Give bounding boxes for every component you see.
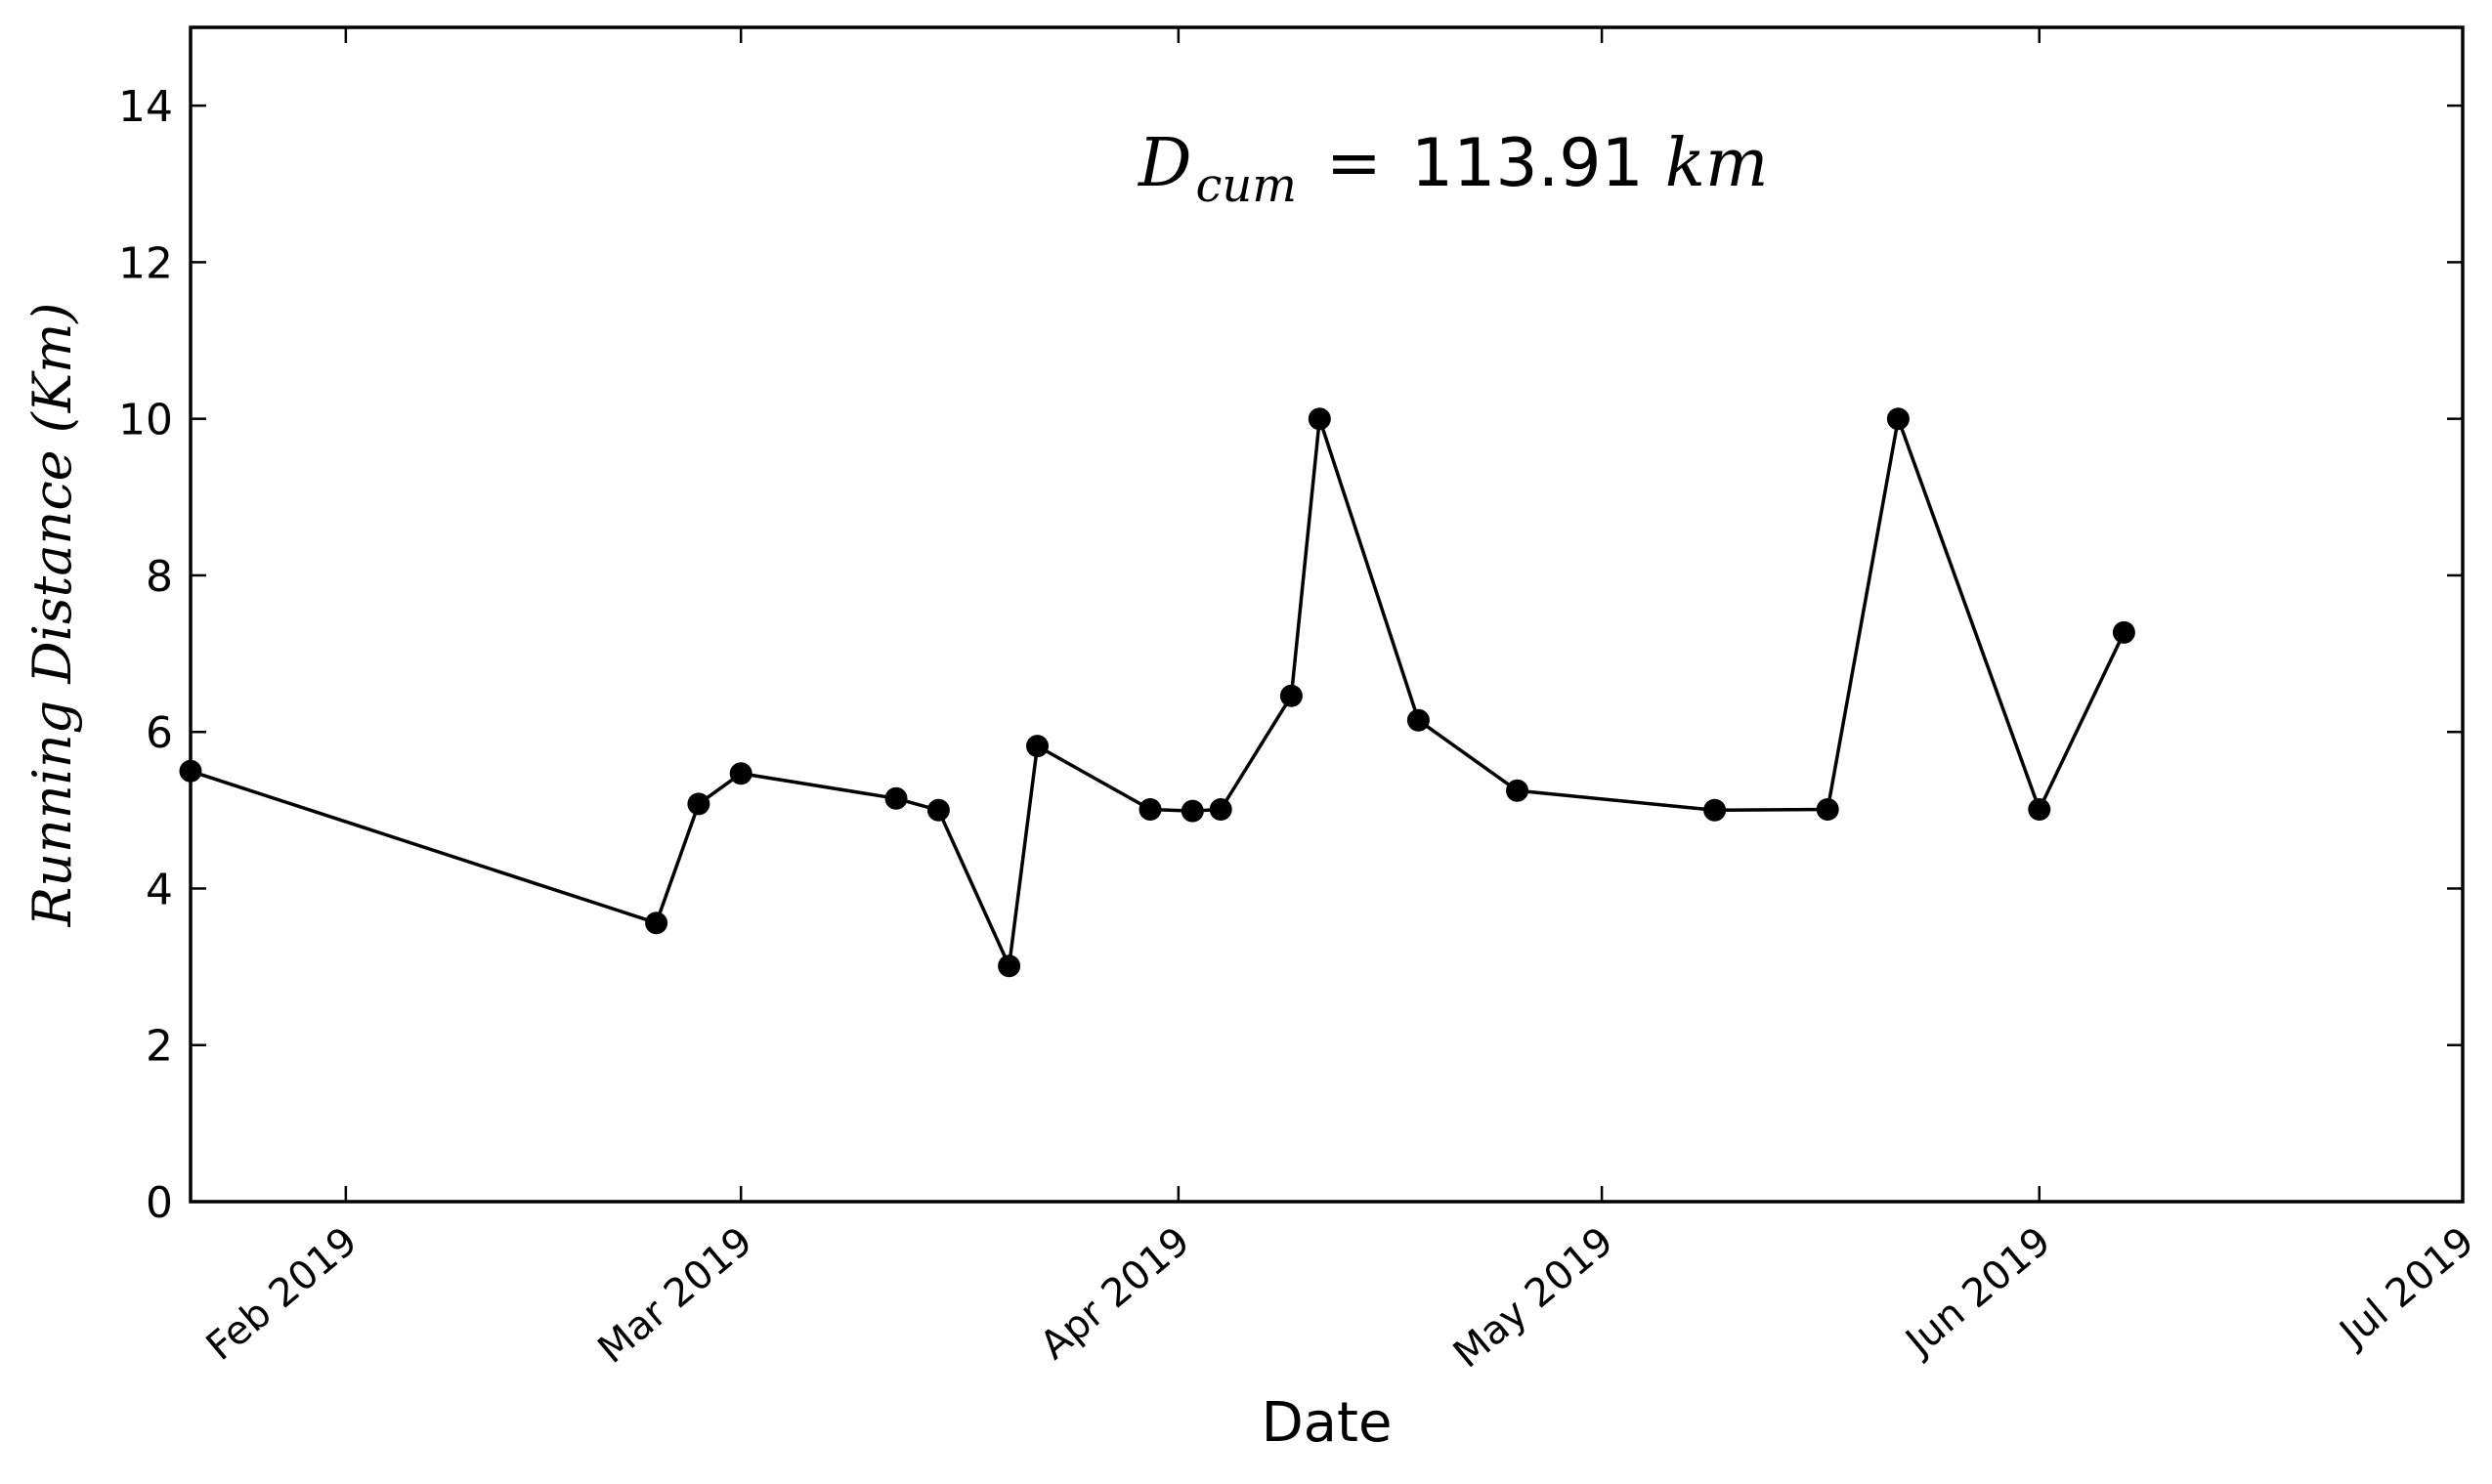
series-line	[190, 416, 2126, 968]
data-point	[729, 762, 752, 785]
data-point	[1279, 684, 1303, 707]
data-point	[998, 954, 1021, 978]
y-tick-label: 14	[118, 82, 173, 132]
data-point	[1816, 798, 1839, 821]
y-tick-label: 0	[146, 1178, 173, 1228]
data-point	[1406, 708, 1430, 732]
data-point	[1308, 407, 1331, 431]
annotation-symbol: D	[1137, 125, 1192, 202]
data-point	[645, 912, 668, 935]
data-point	[687, 792, 710, 816]
y-tick-label: 12	[118, 238, 173, 288]
data-point	[2028, 798, 2051, 821]
y-tick-label: 6	[146, 708, 173, 758]
data-point	[1886, 407, 1910, 431]
data-point	[1506, 779, 1528, 802]
data-point	[2112, 620, 2135, 644]
data-point	[1181, 799, 1204, 823]
data-point	[1139, 798, 1162, 821]
plot-marks	[179, 407, 2135, 978]
data-point	[1209, 798, 1232, 821]
cumulative-distance-annotation: D cum = 113.91 km	[1137, 125, 1768, 213]
x-axis-title: Date	[1262, 1391, 1393, 1455]
y-tick-label: 10	[118, 396, 173, 445]
plot-frame	[189, 25, 2465, 1204]
annotation-equals: =	[1326, 125, 1382, 202]
y-axis-title: Running Distance (Km)	[21, 303, 83, 928]
data-point	[884, 786, 908, 810]
annotation-value: 113.91	[1411, 125, 1644, 202]
data-point	[926, 798, 950, 822]
data-point	[1026, 735, 1049, 758]
y-tick-label: 2	[146, 1022, 173, 1072]
y-tick-label: 4	[146, 865, 173, 914]
data-point	[1703, 798, 1727, 822]
annotation-unit: km	[1665, 125, 1769, 202]
annotation-subscript: cum	[1196, 158, 1297, 213]
y-tick-label: 8	[146, 552, 173, 602]
